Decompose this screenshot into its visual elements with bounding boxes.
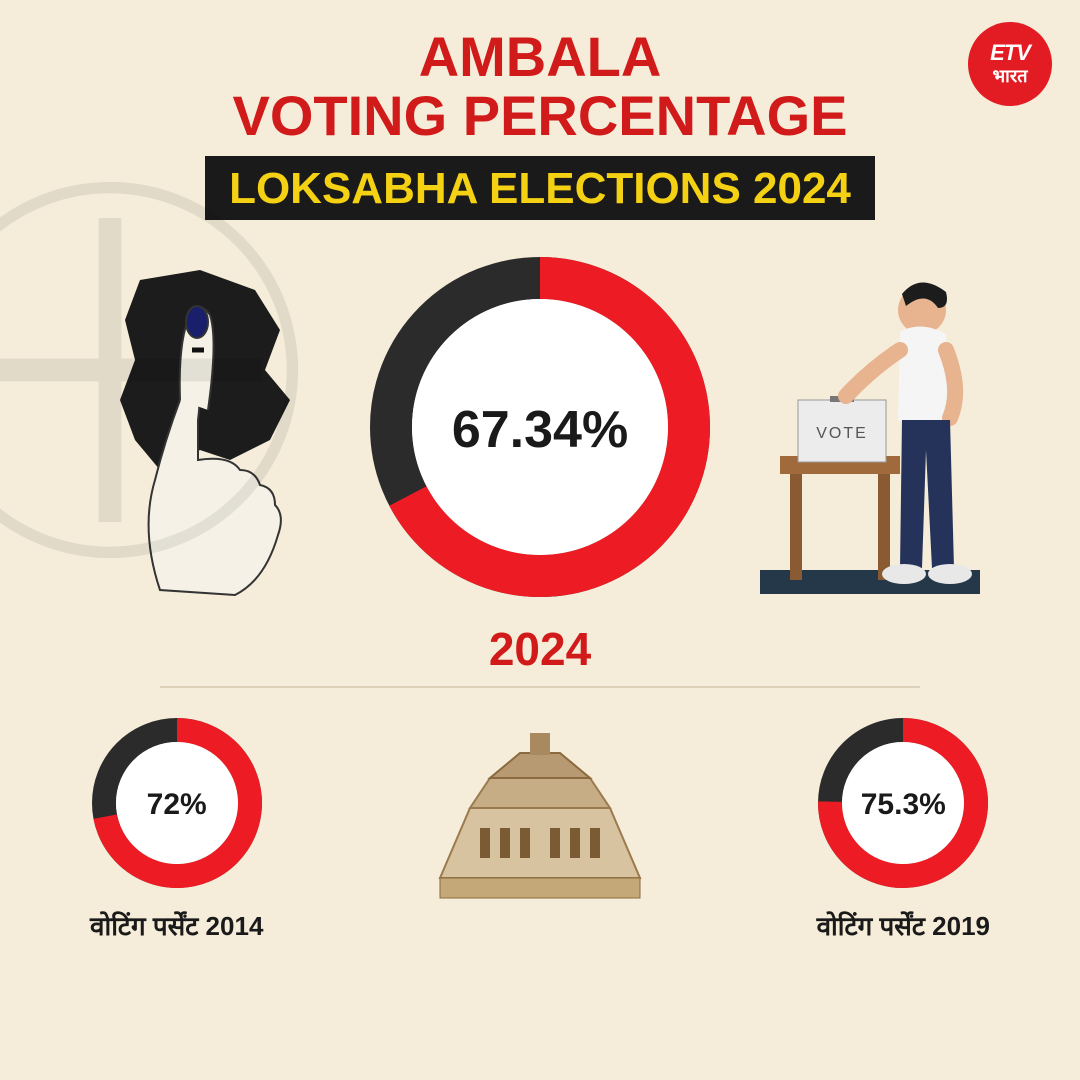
- bottom-row: 72% वोटिंग पर्सेंट 2014 75.3% वोटिंग पर्…: [0, 688, 1080, 943]
- main-donut-value: 67.34%: [370, 257, 710, 602]
- main-donut-block: 67.34%: [370, 257, 710, 602]
- vote-box-label: VOTE: [816, 425, 868, 442]
- parliament-icon: [410, 728, 670, 933]
- donut-2019: 75.3%: [818, 718, 988, 893]
- donut-2014-block: 72% वोटिंग पर्सेंट 2014: [90, 718, 263, 943]
- donut-2019-value: 75.3%: [818, 718, 988, 893]
- donut-2014-value: 72%: [92, 718, 262, 893]
- donut-2014: 72%: [92, 718, 262, 893]
- main-year-label: 2024: [0, 622, 1080, 676]
- voter-illustration: VOTE: [740, 250, 1000, 610]
- title-line-1: AMBALA: [0, 28, 1080, 87]
- watermark-icon: [0, 180, 300, 560]
- subtitle: LOKSABHA ELECTIONS 2024: [205, 156, 875, 220]
- donut-2019-block: 75.3% वोटिंग पर्सेंट 2019: [817, 718, 990, 943]
- title-line-2: VOTING PERCENTAGE: [0, 87, 1080, 146]
- logo-text-top: ETV: [990, 40, 1030, 66]
- donut-2019-label: वोटिंग पर्सेंट 2019: [817, 907, 990, 943]
- logo-text-bottom: भारत: [993, 64, 1028, 88]
- donut-2014-label: वोटिंग पर्सेंट 2014: [90, 907, 263, 943]
- brand-logo: ETV भारत: [968, 22, 1052, 106]
- main-donut: 67.34%: [370, 257, 710, 602]
